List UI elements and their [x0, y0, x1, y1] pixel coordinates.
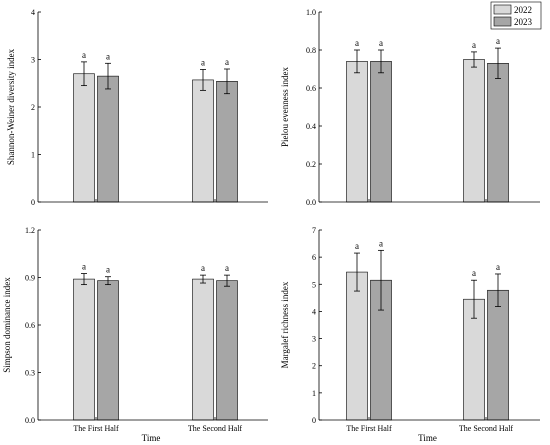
- x-tick-label: The First Half: [73, 424, 119, 433]
- y-tick-label: 0.4: [306, 122, 316, 131]
- bar-2023-2: [216, 280, 238, 421]
- y-tick-label: 1: [312, 389, 316, 398]
- y-axis-label: Simpson dominance index: [2, 277, 12, 373]
- y-tick-label: 4: [312, 307, 316, 316]
- y-tick-label: 6: [312, 253, 316, 262]
- significance-label: a: [355, 38, 359, 48]
- legend-label-2023: 2023: [514, 17, 533, 27]
- y-axis-label: Margalef richness index: [280, 281, 290, 368]
- bar-2022-1: [346, 61, 368, 203]
- x-axis-label: Time: [418, 433, 437, 443]
- bar-2023-1: [370, 61, 392, 203]
- legend-label-2022: 2022: [514, 5, 532, 15]
- y-tick-label: 2: [312, 362, 316, 371]
- y-axis-label: Shannon-Weiner diversity index: [6, 48, 16, 165]
- y-tick-label: 0.0: [306, 198, 316, 207]
- chart-panel-4: a a a a 0 1 2 3 4 5 6 7 The First Half The Second Hal…: [280, 226, 540, 443]
- y-tick-label: 7: [312, 226, 316, 235]
- y-tick-label: 0.2: [306, 160, 316, 169]
- y-tick-label: 1.0: [306, 8, 316, 17]
- y-tick-label: 1: [31, 151, 35, 160]
- y-tick-label: 0.0: [25, 416, 35, 425]
- y-tick-label: 0.9: [25, 274, 35, 283]
- y-tick-label: 0.3: [25, 369, 35, 378]
- significance-label: a: [82, 262, 86, 272]
- significance-label: a: [496, 262, 500, 272]
- y-tick-label: 0: [31, 198, 35, 207]
- significance-label: a: [201, 57, 205, 67]
- significance-label: a: [496, 36, 500, 46]
- x-tick-label: The Second Half: [188, 424, 243, 433]
- significance-label: a: [379, 238, 383, 248]
- chart-panel-1: a a a a 0 1 2 3 4 Shannon-Weiner diversity index: [6, 8, 268, 207]
- y-tick-label: 3: [312, 335, 316, 344]
- y-tick-label: 3: [31, 56, 35, 65]
- legend-swatch-2022: [493, 4, 512, 15]
- significance-label: a: [106, 265, 110, 275]
- significance-label: a: [201, 263, 205, 273]
- bar-2023-2: [216, 81, 238, 203]
- bar-2023-2: [487, 62, 509, 203]
- y-tick-label: 0.6: [306, 84, 316, 93]
- y-tick-label: 1.2: [25, 226, 35, 235]
- significance-label: a: [355, 241, 359, 251]
- significance-label: a: [379, 38, 383, 48]
- significance-label: a: [106, 51, 110, 61]
- y-axis-label: Pielou evenness index: [280, 67, 290, 147]
- significance-label: a: [82, 50, 86, 60]
- y-tick-label: 5: [312, 280, 316, 289]
- legend-swatch-2023: [493, 16, 512, 27]
- legend: 2022 2023: [490, 1, 542, 30]
- bar-2022-2: [192, 79, 214, 203]
- chart-panel-2: a a a a 0.0 0.2 0.4 0.6 0.8 1.0 Pielou evenness in…: [280, 8, 540, 207]
- y-tick-label: 0.6: [25, 321, 35, 330]
- bar-2022-2: [192, 278, 214, 421]
- bar-2022-1: [73, 278, 95, 421]
- y-tick-label: 0: [312, 416, 316, 425]
- y-tick-label: 4: [31, 8, 35, 17]
- y-tick-label: 2: [31, 103, 35, 112]
- significance-label: a: [225, 263, 229, 273]
- x-axis-label: Time: [142, 433, 161, 443]
- bar-2023-1: [97, 280, 119, 421]
- chart-panel-3: a a a a 0.0 0.3 0.6 0.9 1.2 The First Half The Sec…: [2, 226, 268, 443]
- bar-2023-1: [97, 75, 119, 203]
- bar-2022-1: [73, 73, 95, 203]
- bar-2023-2: [487, 289, 509, 421]
- y-tick-label: 0.8: [306, 46, 316, 55]
- x-tick-label: The First Half: [346, 424, 392, 433]
- x-tick-label: The Second Half: [459, 424, 514, 433]
- bar-2022-1: [346, 271, 368, 421]
- significance-label: a: [472, 40, 476, 50]
- significance-label: a: [225, 57, 229, 67]
- significance-label: a: [472, 268, 476, 278]
- bar-2022-2: [463, 59, 485, 203]
